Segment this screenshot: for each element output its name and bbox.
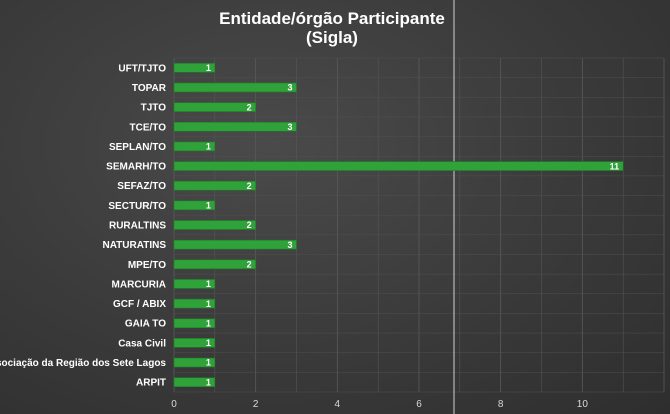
data-label: 1 (206, 358, 211, 368)
category-label: ARPIT (136, 378, 166, 389)
category-labels: UFT/TJTO TOPAR TJTO TCE/TO SEPLAN/TO SEMARH/T… (0, 63, 167, 388)
category-label: TCE/TO (130, 122, 167, 133)
x-tick-label: 10 (577, 399, 589, 410)
category-label: GCF / ABIX (113, 299, 166, 310)
bar (173, 121, 297, 132)
category-label: MARCURIA (112, 279, 166, 290)
bar (173, 318, 216, 329)
data-label: 3 (287, 122, 292, 132)
x-axis-ticks: 0 2 4 6 8 10 (171, 399, 588, 410)
x-tick-label: 0 (171, 399, 177, 410)
bar (173, 239, 297, 250)
data-label: 3 (287, 83, 292, 93)
bar (173, 259, 256, 270)
chart-title-line-1: Entidade/órgão Participante (219, 9, 445, 28)
bar (173, 220, 256, 230)
category-label: GAIA TO (125, 319, 166, 330)
gridlines (173, 0, 665, 414)
bar (173, 63, 216, 73)
bar (173, 161, 624, 171)
data-label: 1 (206, 279, 211, 289)
category-label: SECTUR/TO (108, 201, 166, 212)
x-tick-label: 6 (416, 399, 422, 410)
data-label: 11 (610, 161, 620, 171)
bar (173, 141, 216, 152)
data-label: 1 (206, 142, 211, 152)
data-label: 1 (206, 201, 211, 211)
bar (173, 102, 256, 112)
category-label: NATURATINS (102, 240, 166, 251)
data-label: 1 (206, 318, 211, 328)
category-label: SEFAZ/TO (117, 181, 166, 192)
bar (173, 279, 216, 289)
category-label: MPE/TO (128, 260, 166, 271)
data-label: 2 (247, 220, 252, 230)
category-label: TJTO (141, 103, 167, 114)
category-label: RURALTINS (109, 221, 166, 232)
bar (173, 180, 256, 191)
category-label: SEMARH/TO (106, 162, 166, 173)
data-label: 1 (206, 299, 211, 309)
category-label: Associação da Região dos Sete Lagos (0, 358, 166, 369)
bar (173, 338, 216, 348)
bar (173, 357, 216, 368)
data-label: 2 (247, 181, 252, 191)
x-tick-label: 2 (253, 399, 259, 410)
data-label: 2 (247, 259, 252, 269)
data-label: 3 (287, 240, 292, 250)
bar (173, 377, 216, 387)
category-label: Casa Civil (118, 338, 166, 349)
x-tick-label: 4 (335, 399, 341, 410)
bar (173, 298, 216, 309)
data-label: 1 (206, 377, 211, 387)
data-label: 2 (247, 102, 252, 112)
bar (173, 82, 297, 93)
category-label: TOPAR (132, 83, 167, 94)
chart-title-line-2: (Sigla) (306, 28, 358, 47)
x-tick-label: 8 (498, 399, 504, 410)
data-label: 1 (206, 63, 211, 73)
data-label: 1 (206, 338, 211, 348)
bar (173, 200, 216, 211)
category-label: UFT/TJTO (118, 63, 166, 74)
category-label: SEPLAN/TO (109, 142, 166, 153)
